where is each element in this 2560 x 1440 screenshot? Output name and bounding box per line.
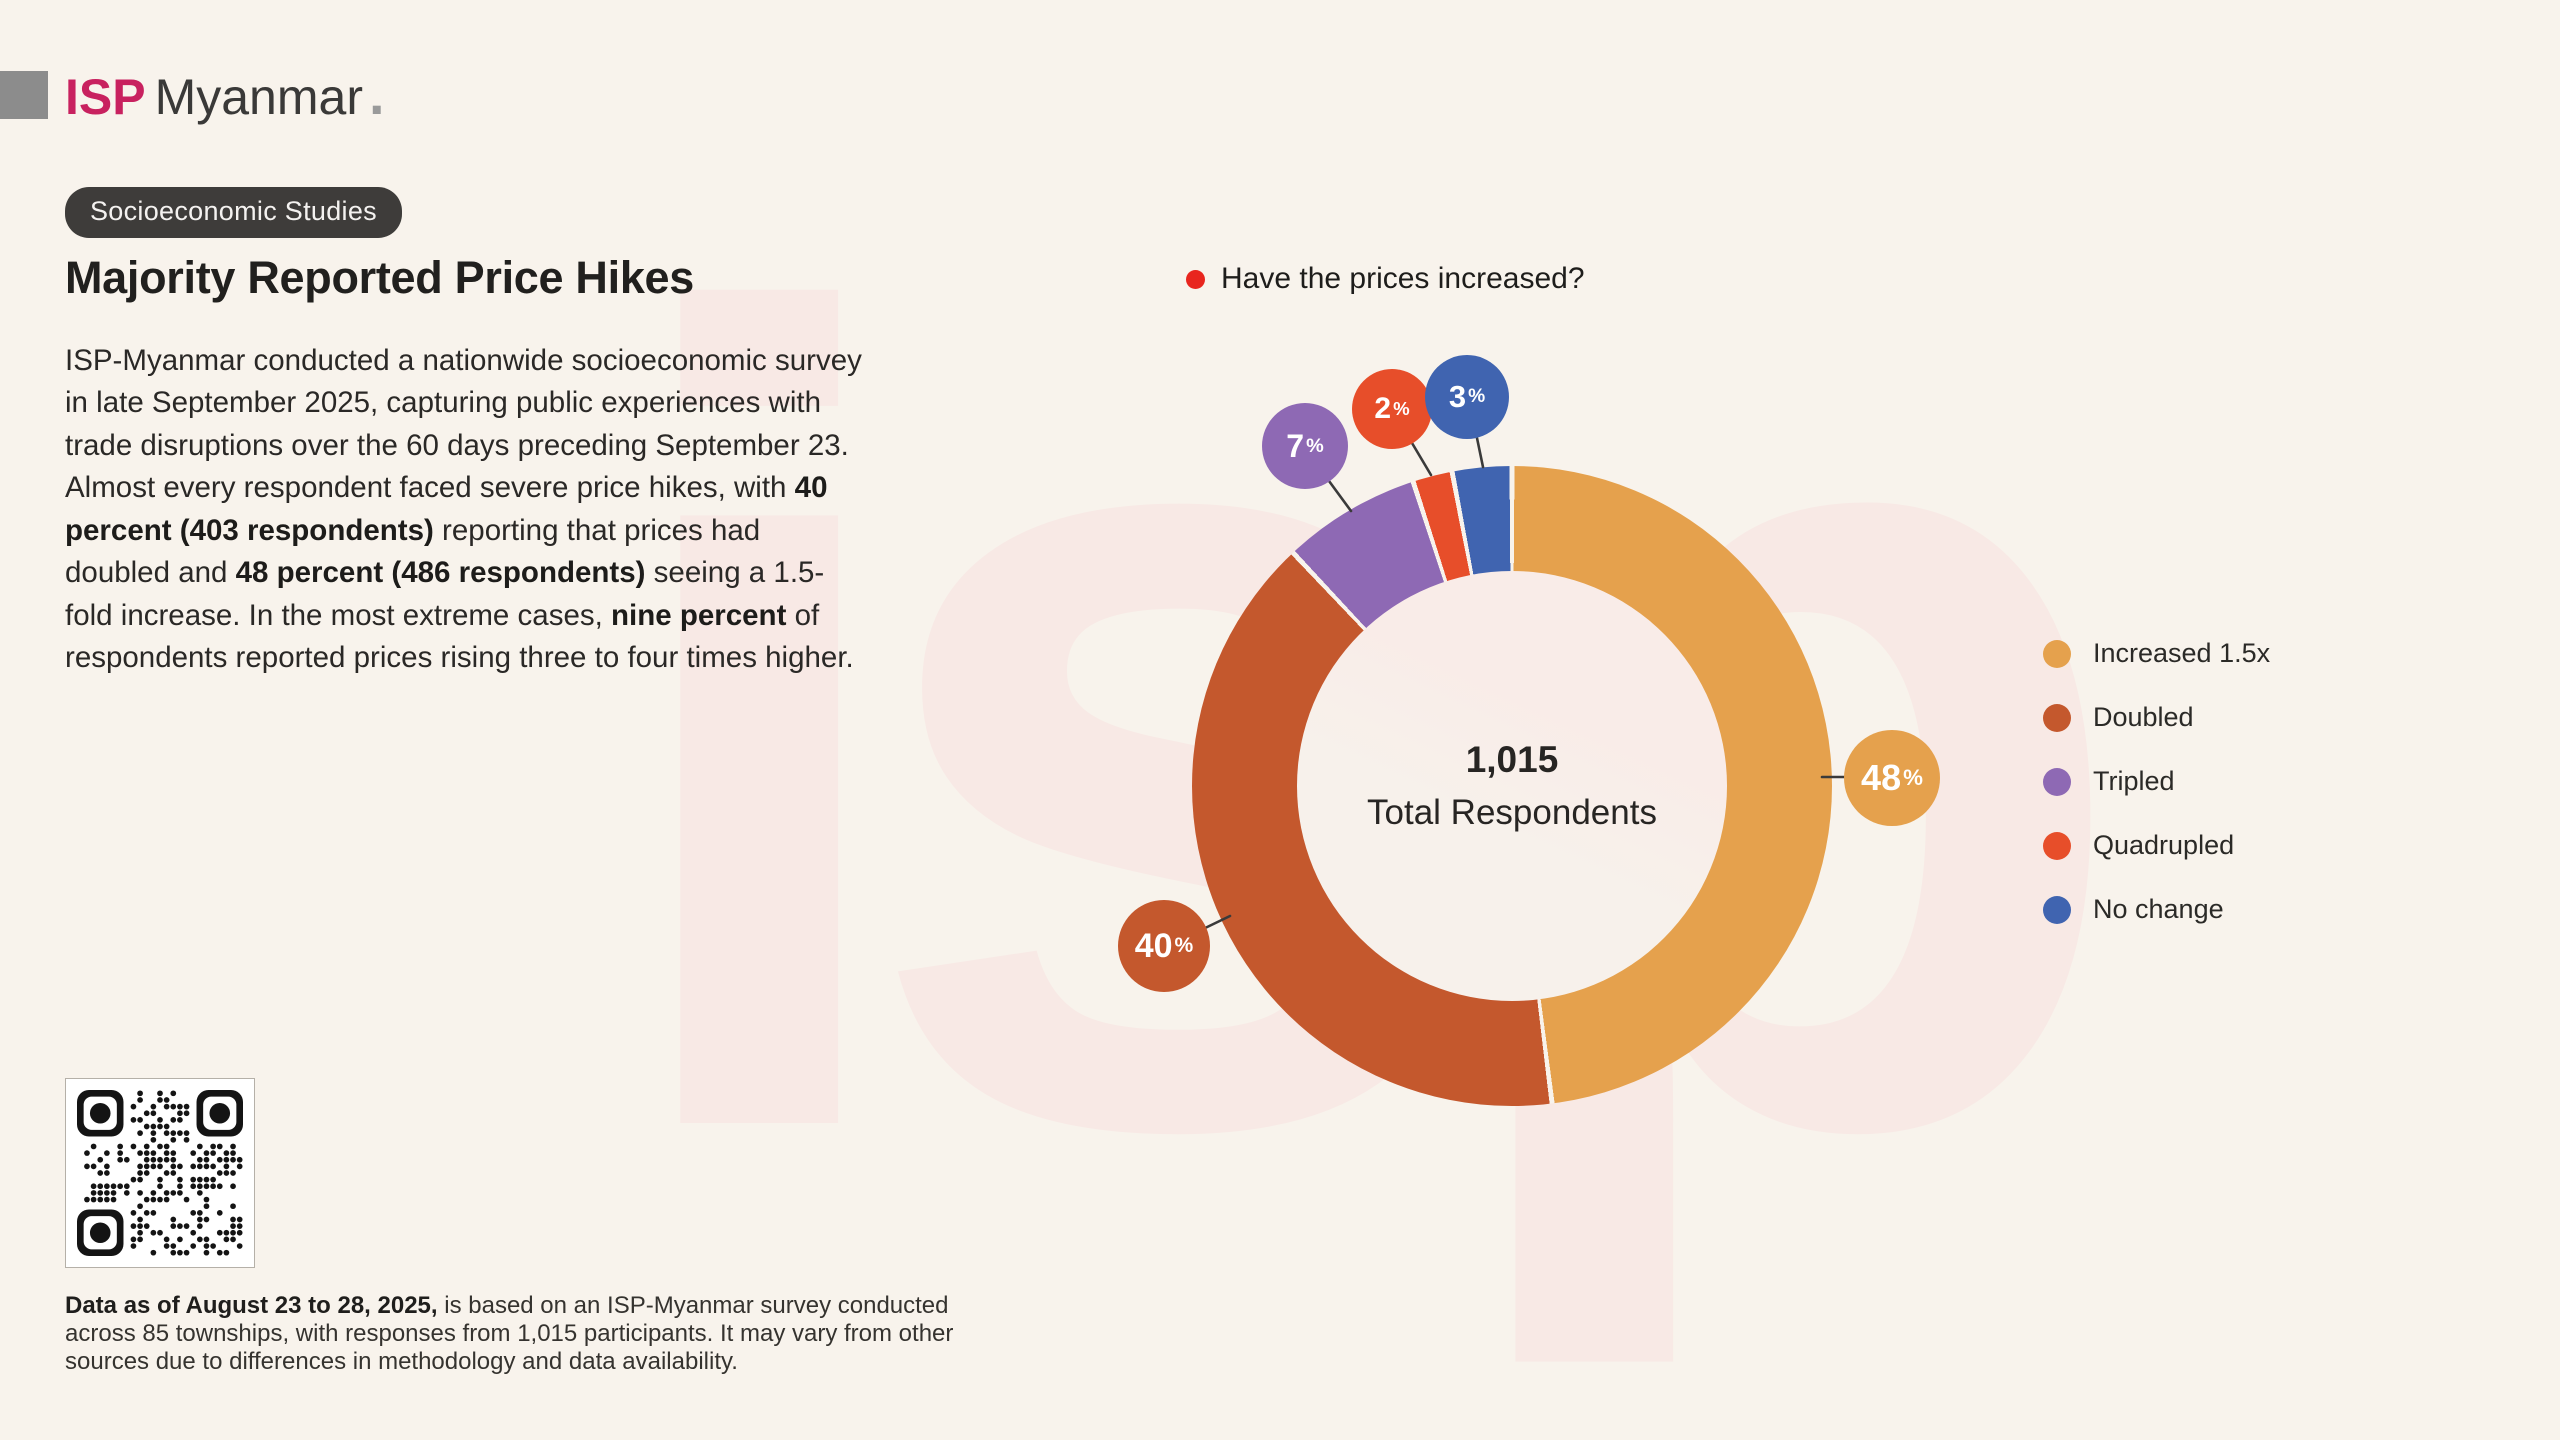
legend-item-tripled: Tripled [2043, 766, 2270, 797]
intro-paragraph: ISP-Myanmar conducted a nationwide socio… [65, 344, 862, 675]
total-respondents-label: Total Respondents [1367, 793, 1657, 832]
donut-center: 1,015 Total Respondents [1297, 571, 1727, 1001]
page-title: Majority Reported Price Hikes [65, 252, 695, 303]
legend-item-no-change: No change [2043, 894, 2270, 925]
qr-code [65, 1078, 255, 1268]
red-bullet-icon [1186, 269, 1205, 289]
logo-square [0, 70, 48, 119]
legend-label: Doubled [2093, 702, 2194, 732]
legend-item-quadrupled: Quadrupled [2043, 830, 2270, 861]
legend-label: Quadrupled [2093, 830, 2235, 860]
callout-bubble-40pct: 40% [1118, 900, 1210, 992]
logo-text: ISP Myanmar . [65, 62, 385, 127]
isp-myanmar-logo: ISP Myanmar . [0, 62, 385, 127]
legend-dot-icon [2043, 639, 2071, 668]
legend-dot-icon [2043, 703, 2071, 732]
legend-item-doubled: Doubled [2043, 702, 2270, 733]
callout-bubble-2pct: 2% [1352, 369, 1432, 449]
callout-bubble-3pct: 3% [1425, 355, 1509, 439]
legend-item-increased-1-5x: Increased 1.5x [2043, 638, 2270, 669]
chart-question: Have the prices increased? [1186, 262, 1585, 296]
callout-bubble-48pct: 48% [1844, 730, 1940, 826]
callout-bubble-7pct: 7% [1262, 403, 1348, 489]
legend-dot-icon [2043, 831, 2071, 860]
qr-code-pattern [77, 1090, 243, 1256]
logo-period: . [368, 63, 385, 126]
source-note: Data as of August 23 to 28, 2025, is bas… [65, 1292, 954, 1376]
total-respondents-value: 1,015 [1465, 739, 1559, 780]
chart-legend: Increased 1.5x Doubled Tripled Quadrupled No… [2043, 638, 2270, 958]
legend-dot-icon [2043, 895, 2071, 924]
logo-myanmar-wordmark: Myanmar [154, 69, 363, 125]
legend-dot-icon [2043, 767, 2071, 796]
logo-isp-wordmark: ISP [65, 69, 146, 125]
legend-label: Increased 1.5x [2093, 638, 2271, 668]
legend-label: No change [2093, 894, 2224, 924]
chart-question-label: Have the prices increased? [1221, 262, 1585, 295]
category-badge: Socioeconomic Studies [65, 187, 402, 238]
legend-label: Tripled [2093, 766, 2175, 796]
